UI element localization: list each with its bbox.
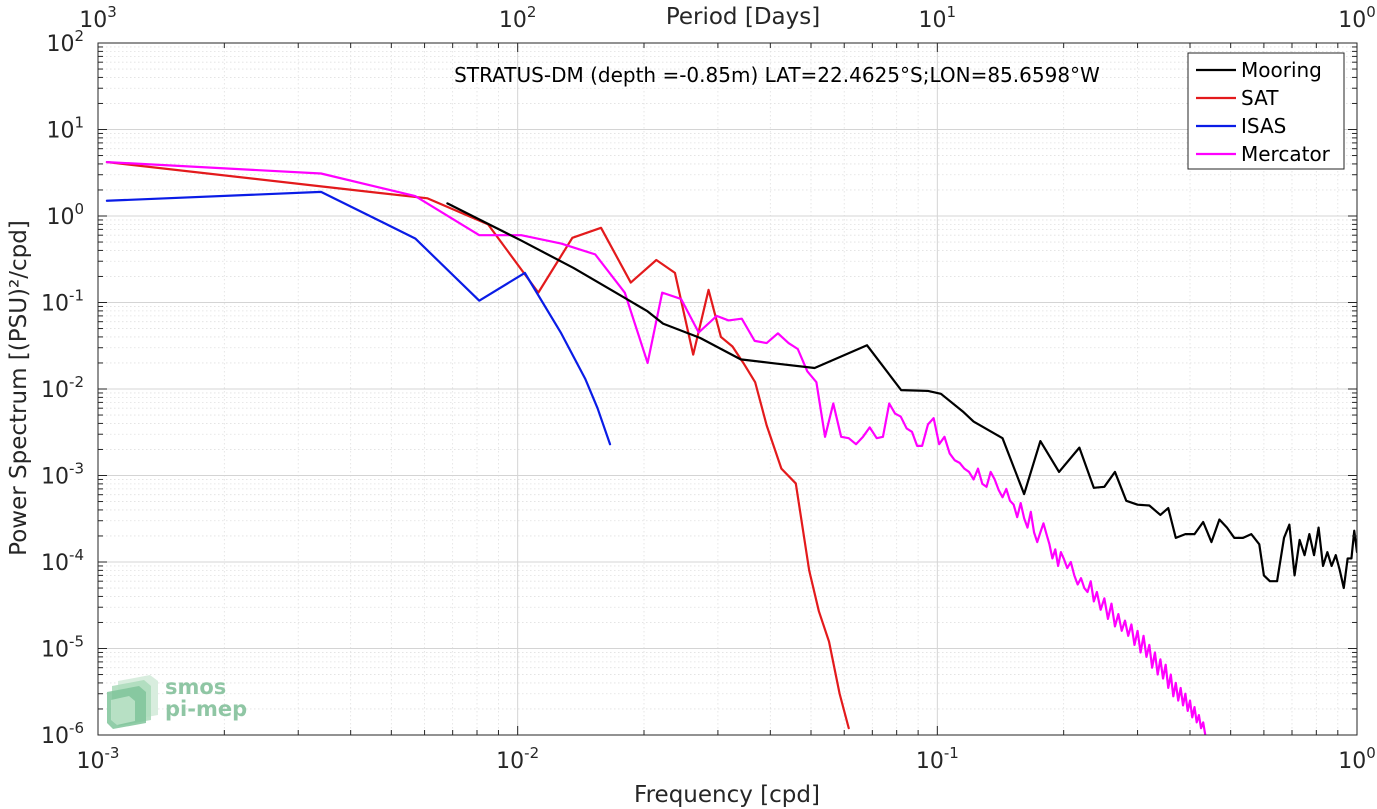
logo-text-pi-mep: pi-mep	[165, 697, 247, 721]
major-gridlines	[97, 42, 1358, 736]
series-line-mooring	[446, 202, 1357, 590]
x-axis-label: Frequency [cpd]	[634, 782, 820, 808]
tick-marks	[97, 42, 1358, 736]
smos-pi-mep-logo: smos pi-mep	[107, 675, 247, 729]
series-line-isas	[105, 190, 612, 446]
minor-gridlines	[98, 43, 1357, 735]
series-line-mercator	[105, 160, 1207, 735]
legend-label-sat: SAT	[1241, 86, 1279, 110]
y-tick-label: 10-4	[41, 546, 84, 576]
chart-title: STRATUS-DM (depth =-0.85m) LAT=22.4625°S…	[454, 63, 1100, 87]
legend-label-mooring: Mooring	[1241, 58, 1322, 82]
logo-text-smos: smos	[165, 675, 226, 699]
legend-label-mercator: Mercator	[1241, 142, 1331, 166]
series-layer	[105, 160, 1357, 735]
logo-mark-icon	[107, 675, 158, 729]
y-tick-label: 10-6	[41, 719, 84, 749]
legend[interactable]: Mooring SAT ISAS Mercator	[1187, 52, 1345, 170]
top-axis-label: Period [Days]	[666, 4, 820, 30]
y-tick-label: 10-1	[41, 287, 84, 317]
legend-label-isas: ISAS	[1241, 114, 1286, 138]
legend-box	[1187, 52, 1345, 170]
y-axis-label: Power Spectrum [(PSU)²/cpd]	[6, 220, 32, 556]
